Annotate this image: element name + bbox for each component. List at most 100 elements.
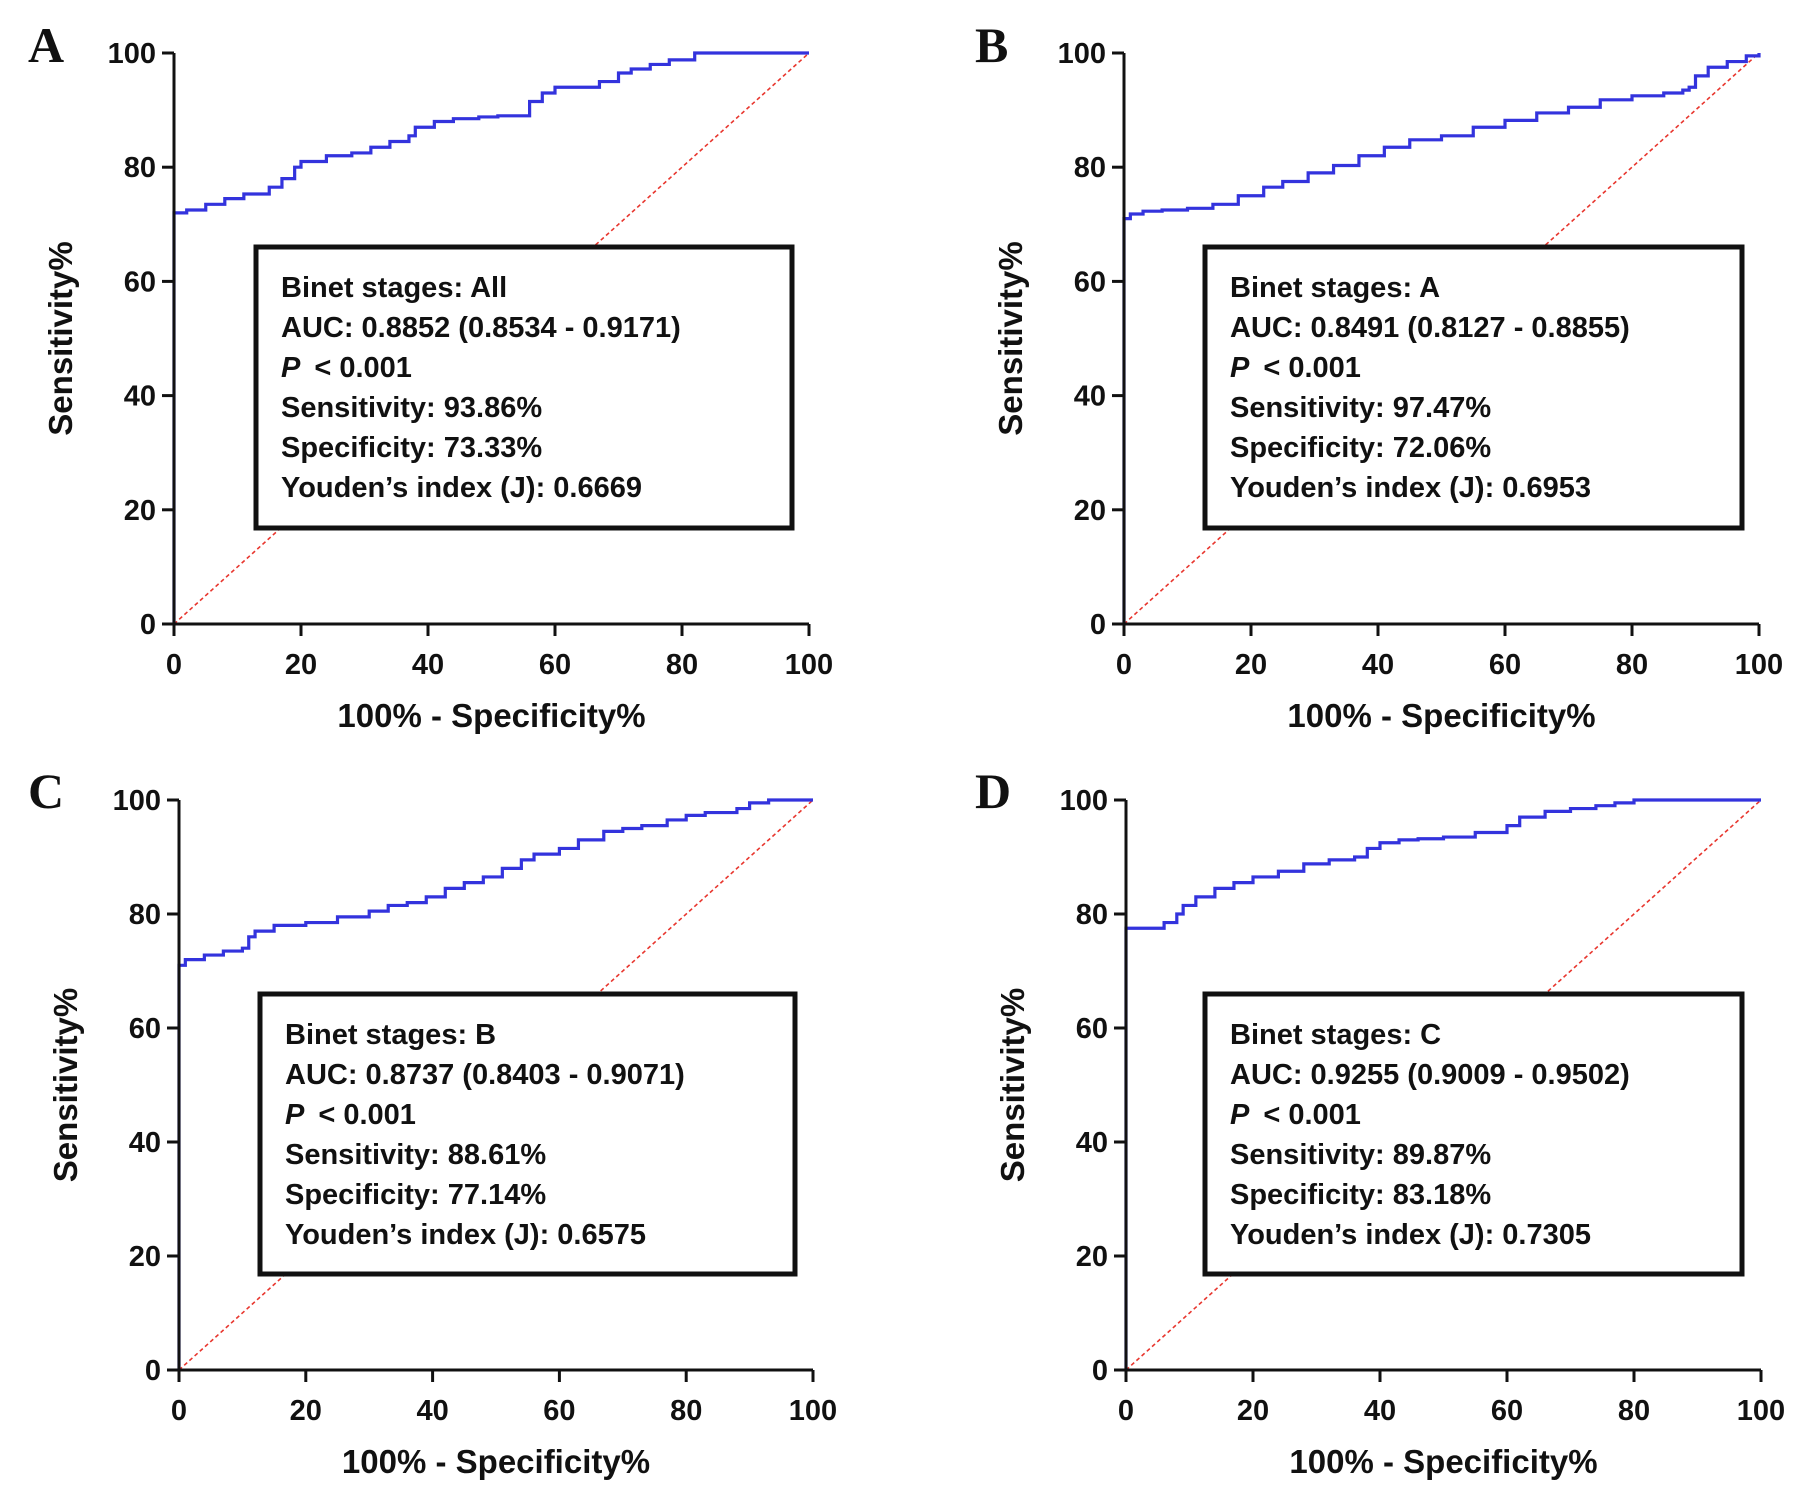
x-tick-label: 80 <box>666 649 698 681</box>
panel-letter: A <box>28 17 64 73</box>
y-tick-label: 80 <box>1074 152 1106 184</box>
x-tick-label: 100 <box>785 649 833 681</box>
stats-stage-label: Binet stages: A <box>1230 272 1440 304</box>
x-tick-label: 80 <box>670 1395 702 1427</box>
p-symbol: P <box>1230 352 1250 384</box>
y-tick-label: 60 <box>129 1013 161 1045</box>
x-tick-label: 60 <box>1491 1395 1523 1427</box>
x-tick-label: 20 <box>290 1395 322 1427</box>
y-tick-label: 60 <box>124 266 156 298</box>
x-tick-label: 80 <box>1618 1395 1650 1427</box>
stats-stage-label: Binet stages: B <box>285 1019 496 1051</box>
stats-auc: AUC: 0.8852 (0.8534 - 0.9171) <box>281 312 681 344</box>
roc-panel-c: C 0 20 40 60 80 100 0 20 40 60 80 100 100% - Specific… <box>28 763 837 1480</box>
y-tick-label: 40 <box>124 381 156 413</box>
y-tick-label: 0 <box>1092 1355 1108 1387</box>
p-value-text: < 0.001 <box>1263 1099 1361 1131</box>
panel-letter: C <box>28 763 64 819</box>
x-tick-label: 100 <box>1737 1395 1785 1427</box>
y-axis-title: Sensitivity% <box>42 241 79 435</box>
stats-box <box>1202 244 1745 531</box>
x-axis-title: 100% - Specificity% <box>337 697 645 734</box>
stats-youden-index: Youden’s index (J): 0.7305 <box>1230 1219 1591 1251</box>
y-tick-label: 80 <box>124 152 156 184</box>
roc-panel-d: D 0 20 40 60 80 100 0 20 40 60 80 100 100% - Specific… <box>975 763 1785 1480</box>
x-tick-label: 40 <box>416 1395 448 1427</box>
x-tick-label: 80 <box>1616 649 1648 681</box>
stats-p-value: P < 0.001 <box>1230 1099 1361 1131</box>
panel-letter: D <box>975 763 1011 819</box>
x-axis-title: 100% - Specificity% <box>342 1443 650 1480</box>
y-tick-label: 20 <box>129 1241 161 1273</box>
stats-sensitivity: Sensitivity: 89.87% <box>1230 1139 1491 1171</box>
roc-curve <box>1122 53 1761 624</box>
stats-p-value: P < 0.001 <box>285 1099 416 1131</box>
y-tick-label: 20 <box>1074 495 1106 527</box>
y-tick-label: 100 <box>108 38 156 70</box>
x-tick-label: 20 <box>1235 649 1267 681</box>
x-tick-label: 20 <box>285 649 317 681</box>
y-tick-label: 60 <box>1076 1013 1108 1045</box>
roc-panel-a: A 0 20 40 60 80 100 0 20 40 60 80 100 100% - Specific… <box>28 17 833 734</box>
stats-youden-index: Youden’s index (J): 0.6575 <box>285 1219 646 1251</box>
p-symbol: P <box>1230 1099 1250 1131</box>
y-tick-label: 0 <box>140 609 156 641</box>
roc-curve <box>177 798 813 1370</box>
x-tick-label: 40 <box>1364 1395 1396 1427</box>
stats-box <box>257 991 798 1277</box>
stats-auc: AUC: 0.8737 (0.8403 - 0.9071) <box>285 1059 685 1091</box>
x-tick-label: 40 <box>412 649 444 681</box>
y-tick-label: 100 <box>1058 38 1106 70</box>
x-tick-label: 0 <box>171 1395 187 1427</box>
x-tick-label: 20 <box>1237 1395 1269 1427</box>
y-axis-title: Sensitivity% <box>994 988 1031 1182</box>
x-tick-label: 0 <box>1118 1395 1134 1427</box>
roc-curve <box>1124 798 1761 1370</box>
x-tick-label: 40 <box>1362 649 1394 681</box>
panel-letter: B <box>975 17 1008 73</box>
y-tick-label: 0 <box>145 1355 161 1387</box>
x-tick-label: 0 <box>166 649 182 681</box>
y-tick-label: 60 <box>1074 266 1106 298</box>
y-axis-title: Sensitivity% <box>992 241 1029 435</box>
stats-specificity: Specificity: 83.18% <box>1230 1179 1491 1211</box>
x-tick-label: 60 <box>543 1395 575 1427</box>
roc-panel-b: B 0 20 40 60 80 100 0 20 40 60 80 100 100% - Specific… <box>975 17 1783 734</box>
stats-auc: AUC: 0.8491 (0.8127 - 0.8855) <box>1230 312 1630 344</box>
x-tick-label: 0 <box>1116 649 1132 681</box>
y-axis-title: Sensitivity% <box>47 988 84 1182</box>
y-tick-label: 40 <box>1074 381 1106 413</box>
stats-stage-label: Binet stages: C <box>1230 1019 1441 1051</box>
y-tick-label: 40 <box>1076 1127 1108 1159</box>
y-tick-label: 20 <box>1076 1241 1108 1273</box>
stats-p-value: P < 0.001 <box>281 352 412 384</box>
stats-p-value: P < 0.001 <box>1230 352 1361 384</box>
x-axis-title: 100% - Specificity% <box>1287 697 1595 734</box>
stats-sensitivity: Sensitivity: 93.86% <box>281 392 542 424</box>
stats-stage-label: Binet stages: All <box>281 272 507 304</box>
stats-sensitivity: Sensitivity: 88.61% <box>285 1139 546 1171</box>
stats-specificity: Specificity: 72.06% <box>1230 432 1491 464</box>
y-tick-label: 40 <box>129 1127 161 1159</box>
y-tick-label: 0 <box>1090 609 1106 641</box>
stats-specificity: Specificity: 77.14% <box>285 1179 546 1211</box>
x-axis-title: 100% - Specificity% <box>1289 1443 1597 1480</box>
x-tick-label: 60 <box>539 649 571 681</box>
p-value-text: < 0.001 <box>318 1099 416 1131</box>
x-tick-label: 60 <box>1489 649 1521 681</box>
stats-box <box>253 244 795 531</box>
p-symbol: P <box>281 352 301 384</box>
stats-youden-index: Youden’s index (J): 0.6953 <box>1230 472 1591 504</box>
y-tick-label: 80 <box>1076 899 1108 931</box>
stats-sensitivity: Sensitivity: 97.47% <box>1230 392 1491 424</box>
p-symbol: P <box>285 1099 305 1131</box>
stats-youden-index: Youden’s index (J): 0.6669 <box>281 472 642 504</box>
p-value-text: < 0.001 <box>1263 352 1361 384</box>
y-tick-label: 100 <box>1060 785 1108 817</box>
y-tick-label: 80 <box>129 899 161 931</box>
stats-auc: AUC: 0.9255 (0.9009 - 0.9502) <box>1230 1059 1630 1091</box>
y-tick-label: 100 <box>113 785 161 817</box>
roc-curve <box>172 51 809 624</box>
p-value-text: < 0.001 <box>314 352 412 384</box>
